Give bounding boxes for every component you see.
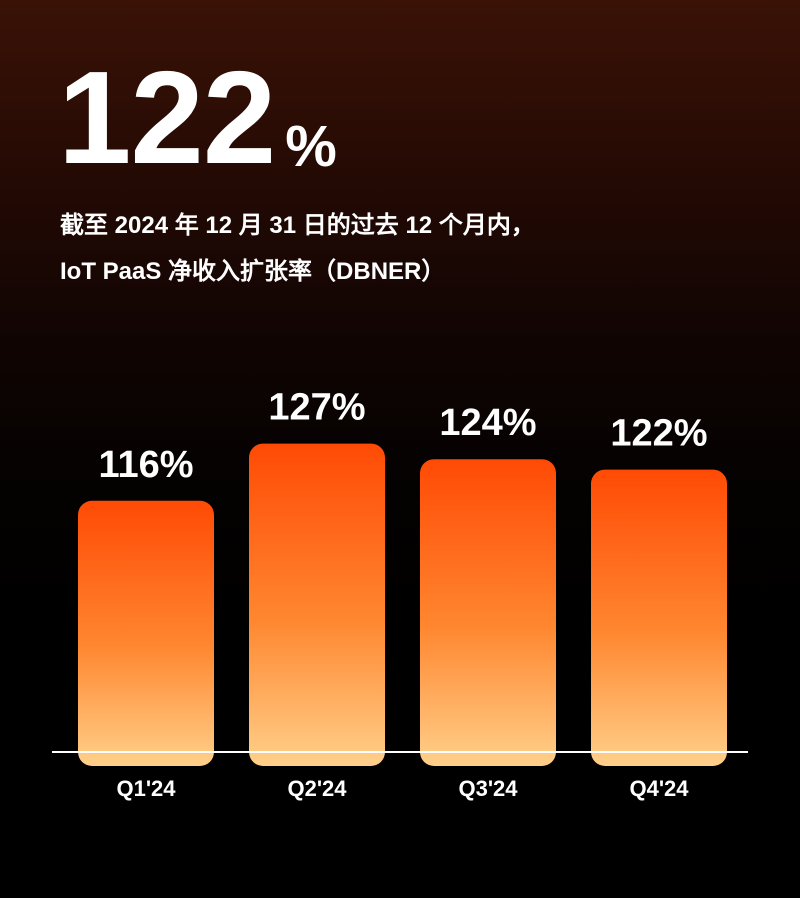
x-tick-label-q1-24: Q1'24 xyxy=(116,776,176,801)
data-label-q2-24: 127% xyxy=(268,387,365,429)
bar-q3-24 xyxy=(420,459,556,766)
bar-q1-24 xyxy=(78,500,214,766)
bar-q4-24 xyxy=(591,469,727,766)
x-tick-label-q4-24: Q4'24 xyxy=(629,776,689,801)
data-label-q1-24: 116% xyxy=(98,444,193,486)
x-tick-label-q3-24: Q3'24 xyxy=(458,776,518,801)
headline: 122 % xyxy=(58,52,337,184)
headline-unit: % xyxy=(285,114,337,179)
chart-subtitle: 截至 2024 年 12 月 31 日的过去 12 个月内， IoT PaaS … xyxy=(60,203,750,295)
x-tick-label-q2-24: Q2'24 xyxy=(287,776,347,801)
subtitle-line-2: IoT PaaS 净收入扩张率（DBNER） xyxy=(60,258,446,285)
labels-layer: 116% Q1'24 127% Q2'24 124% Q3'24 122% Q4'24 xyxy=(98,387,707,801)
bars-layer xyxy=(78,443,727,766)
subtitle-line-1: 截至 2024 年 12 月 31 日的过去 12 个月内， xyxy=(60,212,535,239)
headline-value: 122 xyxy=(58,44,276,191)
data-label-q4-24: 122% xyxy=(610,413,707,455)
data-label-q3-24: 124% xyxy=(439,402,536,444)
bar-q2-24 xyxy=(249,443,385,766)
